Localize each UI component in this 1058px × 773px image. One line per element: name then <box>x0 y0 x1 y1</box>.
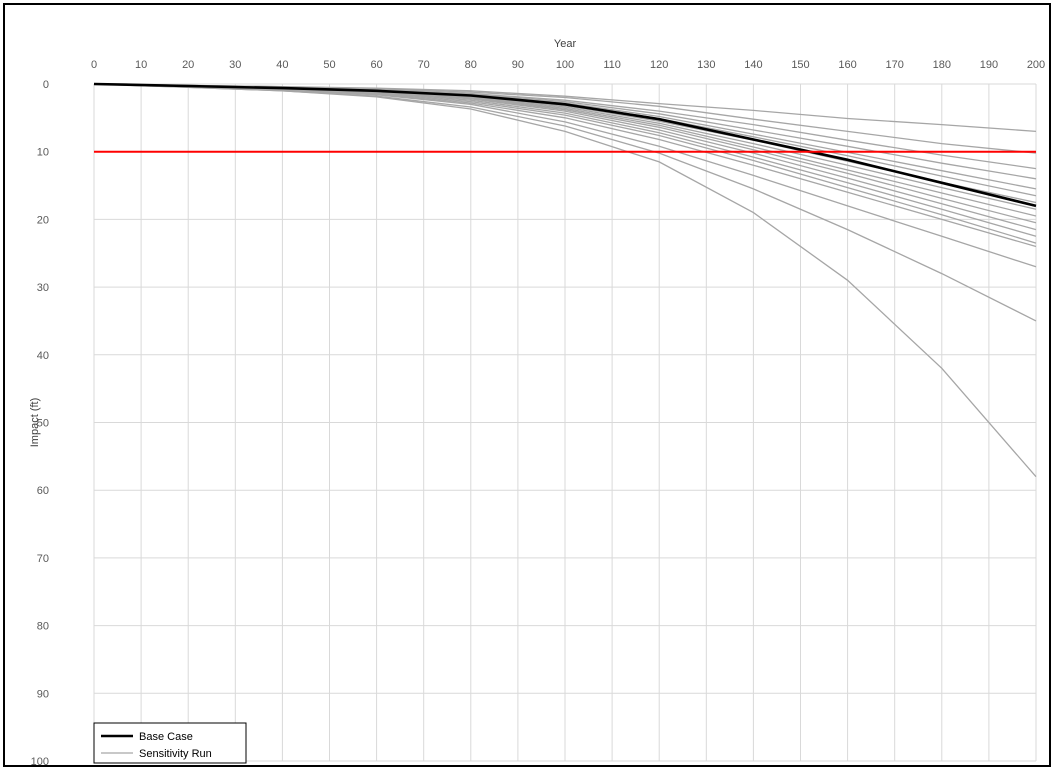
x-tick-label-190: 190 <box>980 59 998 71</box>
x-tick-label-160: 160 <box>838 59 856 71</box>
x-tick-label-150: 150 <box>791 59 809 71</box>
legend-sensitivity-run-label: Sensitivity Run <box>139 748 212 760</box>
y-axis-title: Impact (ft) <box>29 398 41 448</box>
x-tick-label-20: 20 <box>182 59 194 71</box>
y-tick-label-60: 60 <box>37 485 49 497</box>
base-case-line <box>93 82 1037 208</box>
y-tick-label-70: 70 <box>37 553 49 565</box>
sensitivity-run-line-15 <box>93 83 1037 268</box>
x-tick-label-80: 80 <box>465 59 477 71</box>
x-tick-label-10: 10 <box>135 59 147 71</box>
x-tick-label-60: 60 <box>370 59 382 71</box>
x-tick-label-40: 40 <box>276 59 288 71</box>
x-tick-label-180: 180 <box>933 59 951 71</box>
x-tick-label-130: 130 <box>697 59 715 71</box>
y-tick-label-0: 0 <box>43 79 49 91</box>
x-tick-label-140: 140 <box>744 59 762 71</box>
y-tick-label-100: 100 <box>31 756 49 765</box>
base-case-line-group <box>93 82 1037 208</box>
y-tick-labels: 0 10 20 30 40 50 60 70 80 90 100 <box>31 79 49 765</box>
x-tick-label-30: 30 <box>229 59 241 71</box>
x-tick-label-200: 200 <box>1027 59 1045 71</box>
x-tick-label-120: 120 <box>650 59 668 71</box>
y-tick-label-80: 80 <box>37 621 49 633</box>
x-tick-labels: 0 10 20 30 40 50 60 70 80 90 100 110 120 130 140 150 160… <box>91 59 1045 71</box>
x-tick-label-170: 170 <box>886 59 904 71</box>
y-tick-label-40: 40 <box>37 350 49 362</box>
x-tick-label-90: 90 <box>512 59 524 71</box>
sensitivity-run-line-17 <box>93 83 1037 478</box>
legend-base-case-label: Base Case <box>139 731 193 743</box>
x-tick-label-110: 110 <box>603 59 621 71</box>
x-tick-label-70: 70 <box>418 59 430 71</box>
legend: Base Case Sensitivity Run <box>93 722 247 764</box>
x-axis-title: Year <box>554 38 577 50</box>
y-tick-label-30: 30 <box>37 282 49 294</box>
y-tick-label-90: 90 <box>37 688 49 700</box>
y-tick-label-50: 50 <box>37 418 49 430</box>
chart-frame: 0 10 20 30 40 50 60 70 80 90 100 110 120 130 140 150 160… <box>3 3 1051 767</box>
y-tick-label-10: 10 <box>37 147 49 159</box>
x-tick-label-50: 50 <box>323 59 335 71</box>
x-tick-label-0: 0 <box>91 59 97 71</box>
x-tick-label-100: 100 <box>556 59 574 71</box>
legend-box <box>93 722 247 764</box>
impact-line-chart: 0 10 20 30 40 50 60 70 80 90 100 110 120 130 140 150 160… <box>29 38 1045 765</box>
y-tick-label-20: 20 <box>37 214 49 226</box>
